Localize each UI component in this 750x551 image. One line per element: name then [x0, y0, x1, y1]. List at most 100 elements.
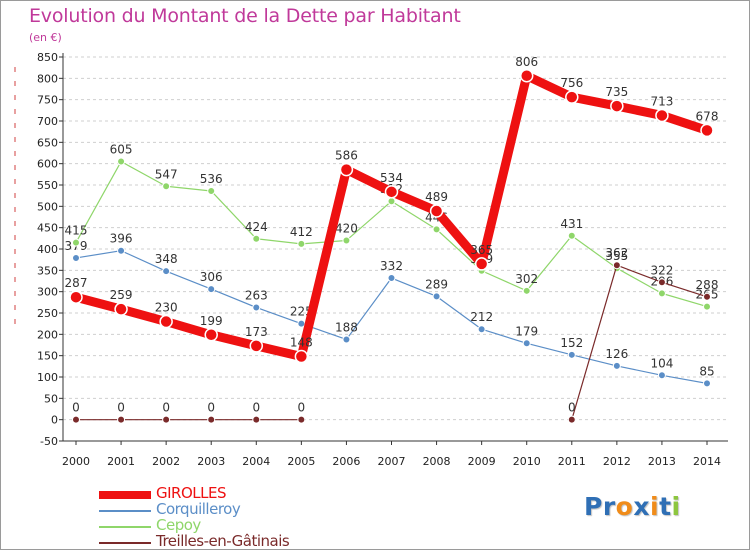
proxiti-logo: Proxiti	[584, 492, 681, 521]
data-point	[567, 231, 576, 240]
data-label: 424	[245, 220, 268, 234]
data-point	[207, 186, 216, 195]
y-tick-label: 650	[37, 136, 58, 149]
data-point	[72, 253, 80, 262]
data-point	[297, 239, 306, 248]
series-line	[571, 264, 708, 421]
y-tick-label: 500	[37, 200, 58, 213]
series-treilles-en-gatinais: 0 0 0 0 0 0 0 362 322 288	[72, 246, 718, 424]
x-tick-label: 2004	[242, 455, 270, 468]
data-point	[387, 197, 396, 206]
legend-label: GIROLLES	[156, 484, 227, 502]
data-point	[252, 234, 261, 243]
data-label: 322	[650, 263, 673, 277]
logo-letter: i	[650, 492, 660, 521]
data-point	[432, 225, 441, 234]
data-point	[657, 289, 666, 298]
data-point	[657, 278, 666, 287]
data-label: 289	[425, 277, 448, 291]
data-label: 212	[470, 310, 493, 324]
data-label: 489	[425, 190, 448, 204]
data-point	[162, 267, 171, 276]
data-label: 126	[605, 347, 628, 361]
data-point	[342, 236, 351, 245]
logo-letter: r	[602, 492, 616, 521]
data-label: 756	[560, 76, 583, 90]
data-point	[72, 415, 80, 424]
logo-letter: i	[671, 492, 681, 521]
data-label: 362	[605, 246, 628, 260]
x-tick-label: 2014	[693, 455, 721, 468]
data-label: 0	[207, 401, 215, 415]
data-point	[207, 415, 216, 424]
data-point	[159, 314, 173, 329]
data-label: 355	[605, 249, 628, 263]
data-label: 678	[696, 109, 719, 123]
data-label: 306	[200, 270, 223, 284]
data-label: 348	[155, 252, 178, 266]
data-label: 0	[298, 401, 306, 415]
data-point	[69, 290, 83, 304]
series-girolles: 287 259 230 199 173 148 586 534 489 365 806 756 735 7…	[65, 55, 719, 364]
x-tick-label: 2003	[197, 455, 225, 468]
y-tick-label: 600	[37, 158, 58, 171]
chart-subtitle: (en €)	[29, 31, 62, 44]
legend-label: Treilles-en-Gâtinais	[156, 532, 290, 550]
data-label: 0	[568, 401, 576, 415]
data-point	[117, 246, 126, 255]
x-tick-label: 2000	[62, 455, 90, 468]
data-point	[297, 319, 306, 328]
data-label: 605	[110, 143, 133, 157]
x-tick-label: 2005	[287, 455, 315, 468]
data-point	[114, 302, 128, 316]
legend-label: Corquilleroy	[156, 500, 241, 518]
data-point	[612, 261, 621, 270]
data-point	[432, 292, 441, 301]
y-tick-label: 100	[37, 371, 58, 384]
data-label: 536	[200, 172, 223, 186]
y-tick-label: -50	[40, 435, 58, 448]
data-point	[655, 108, 669, 123]
data-label: 148	[290, 336, 313, 350]
data-label: 104	[650, 356, 673, 370]
legend-label: Cepoy	[156, 516, 201, 534]
y-tick-label: 750	[37, 94, 58, 107]
data-point	[703, 292, 711, 301]
y-tick-label: 200	[37, 328, 58, 341]
data-point	[207, 285, 216, 294]
data-point	[610, 99, 624, 113]
data-label: 259	[110, 288, 133, 302]
data-label: 534	[380, 171, 403, 185]
data-label: 179	[515, 324, 538, 338]
y-tick-label: 250	[37, 307, 58, 320]
data-point	[297, 415, 306, 424]
data-point	[703, 379, 711, 388]
series-cepoy: 4156055475364244124205124463493024313552…	[65, 143, 718, 311]
data-label: 420	[335, 221, 358, 235]
logo-letter: o	[615, 492, 634, 521]
data-point	[522, 286, 531, 295]
y-tick-label: 150	[37, 350, 58, 363]
data-point	[162, 415, 171, 424]
series-corquilleroy: 3793963483062632251883322892121791521261…	[65, 232, 715, 388]
data-label: 365	[470, 243, 493, 257]
x-tick-label: 2002	[152, 455, 180, 468]
data-label: 735	[605, 85, 628, 99]
data-label: 85	[699, 364, 714, 378]
y-tick-label: 400	[37, 243, 58, 256]
data-point	[477, 325, 486, 334]
data-label: 0	[117, 401, 125, 415]
data-point	[474, 257, 489, 271]
data-point	[567, 415, 576, 424]
y-tick-label: 0	[51, 414, 58, 427]
y-tick-label: 700	[37, 115, 58, 128]
data-point	[72, 238, 80, 247]
data-label: 188	[335, 320, 358, 334]
data-label: 396	[110, 232, 133, 246]
legend-swatch	[99, 491, 151, 499]
data-label: 586	[335, 149, 358, 163]
data-label: 547	[155, 167, 178, 181]
data-point	[522, 339, 531, 348]
